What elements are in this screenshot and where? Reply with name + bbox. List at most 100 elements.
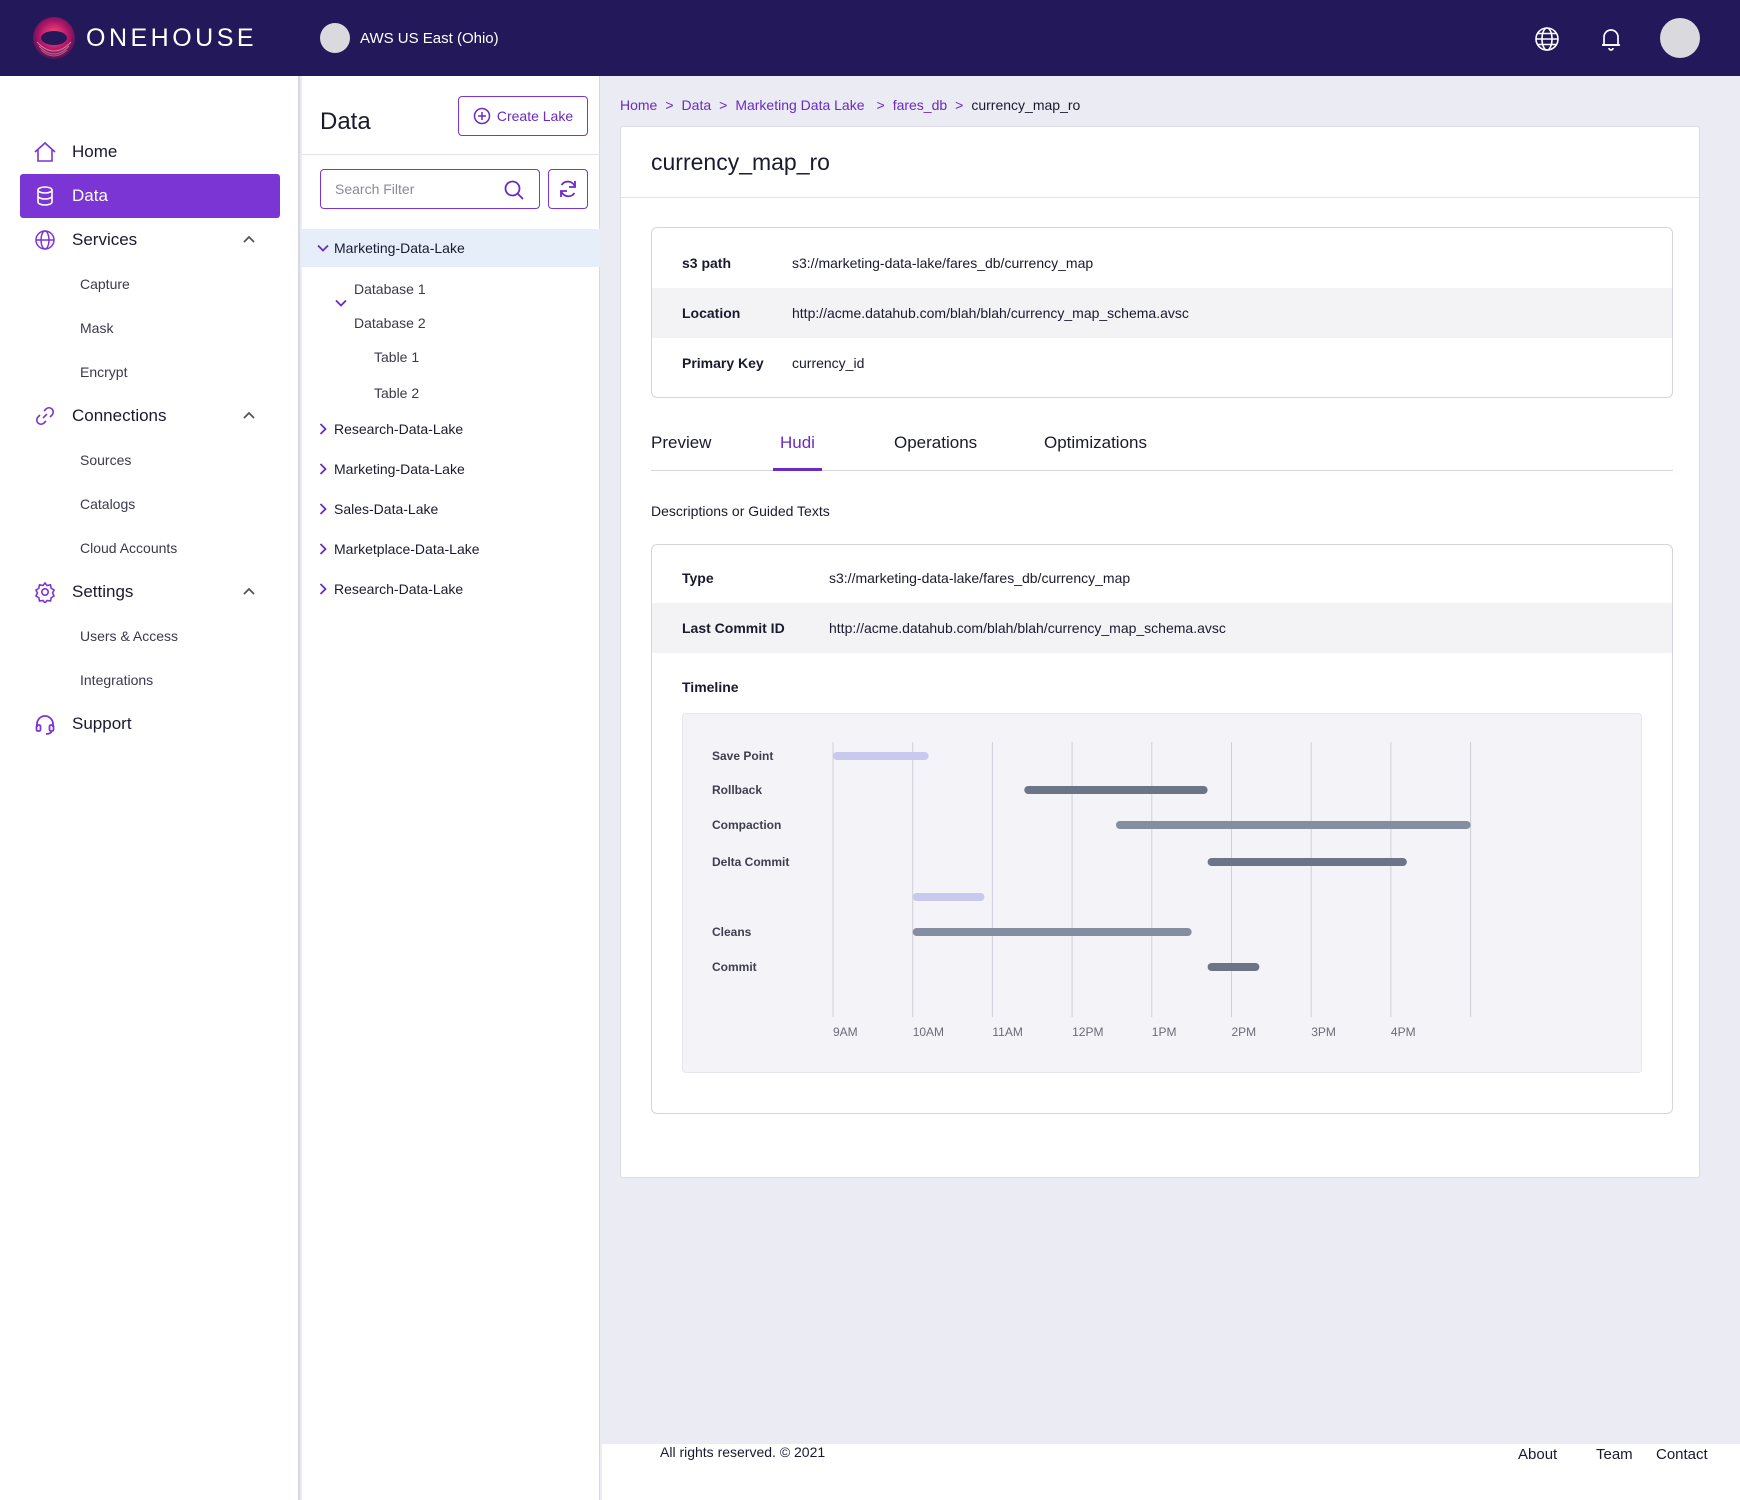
- tree-table-item[interactable]: Table 2: [374, 385, 420, 401]
- region-selector[interactable]: AWS US East (Ohio): [320, 23, 499, 53]
- nav-services[interactable]: Services: [20, 218, 280, 262]
- globe-icon[interactable]: [1534, 26, 1560, 52]
- nav-home-label: Home: [72, 142, 118, 161]
- timeline-chart: 9AM 10AM 11AM 12PM 1PM 2PM 3PM 4PM Save Point Rol…: [682, 713, 1642, 1073]
- tree-lake-label: Sales-Data-Lake: [334, 501, 439, 517]
- breadcrumb-lake[interactable]: Marketing Data Lake: [735, 97, 865, 113]
- copyright-text: All rights reserved. © 2021: [660, 1444, 826, 1460]
- chevron-up-icon[interactable]: [242, 408, 256, 422]
- divider: [302, 154, 600, 155]
- nav-cloud-accounts[interactable]: Cloud Accounts: [80, 540, 178, 556]
- property-value: s3://marketing-data-lake/fares_db/curren…: [792, 255, 1094, 271]
- chevron-right-icon[interactable]: [316, 462, 330, 476]
- footer-link-contact[interactable]: Contact: [1656, 1446, 1708, 1463]
- tab-hudi[interactable]: Hudi: [773, 433, 822, 471]
- nav-mask[interactable]: Mask: [80, 320, 114, 336]
- chart-tick-label: 4PM: [1391, 1025, 1416, 1039]
- chart-row-label: Delta Commit: [712, 855, 789, 869]
- region-label: AWS US East (Ohio): [360, 29, 499, 47]
- nav-catalogs[interactable]: Catalogs: [80, 496, 136, 512]
- nav-services-label: Services: [72, 230, 138, 249]
- chevron-down-icon[interactable]: [316, 241, 330, 255]
- tree-lake-item[interactable]: Marketplace-Data-Lake: [302, 530, 600, 568]
- tree-lake-label: Marketing-Data-Lake: [334, 240, 465, 256]
- chart-row-label: Compaction: [712, 818, 781, 832]
- search-input[interactable]: [335, 181, 495, 197]
- user-avatar[interactable]: [1660, 18, 1700, 58]
- tree-lake-item[interactable]: Sales-Data-Lake: [302, 490, 600, 528]
- nav-data[interactable]: Data: [20, 174, 280, 218]
- brand-name: ONEHOUSE: [86, 23, 258, 52]
- breadcrumb-home[interactable]: Home: [620, 97, 658, 113]
- chevron-right-icon[interactable]: [316, 542, 330, 556]
- top-bar: ONEHOUSE AWS US East (Ohio): [0, 0, 1740, 76]
- tree-database-item[interactable]: Database 2: [354, 315, 426, 331]
- nav-home[interactable]: Home: [20, 130, 280, 174]
- hudi-box: Type s3://marketing-data-lake/fares_db/c…: [651, 544, 1673, 1114]
- panel-title: Data: [320, 108, 371, 135]
- breadcrumb-separator: >: [665, 97, 674, 113]
- divider: [621, 197, 1701, 198]
- onehouse-logo[interactable]: ONEHOUSE: [32, 16, 257, 60]
- tab-operations[interactable]: Operations: [894, 433, 978, 452]
- tab-optimizations[interactable]: Optimizations: [1044, 433, 1147, 452]
- tree-lake-item[interactable]: Marketing-Data-Lake: [302, 229, 600, 267]
- nav-users-access[interactable]: Users & Access: [80, 628, 179, 644]
- bell-icon[interactable]: [1598, 26, 1624, 52]
- search-icon[interactable]: [503, 179, 525, 201]
- tab-preview[interactable]: Preview: [651, 433, 712, 452]
- tree-database-item[interactable]: Database 1: [354, 281, 426, 297]
- breadcrumb-separator: >: [719, 97, 728, 113]
- property-row: Primary Key currency_id: [652, 338, 1672, 388]
- hudi-key: Last Commit ID: [682, 620, 785, 636]
- breadcrumb: Home > Data > Marketing Data Lake > fare…: [620, 97, 1080, 113]
- breadcrumb-separator: >: [876, 97, 885, 113]
- chevron-right-icon[interactable]: [316, 582, 330, 596]
- nav-settings[interactable]: Settings: [20, 570, 280, 614]
- property-key: Primary Key: [682, 355, 764, 371]
- breadcrumb-separator: >: [955, 97, 964, 113]
- region-status-icon: [320, 23, 350, 53]
- hudi-key: Type: [682, 570, 714, 586]
- chevron-right-icon[interactable]: [316, 502, 330, 516]
- footer-link-team[interactable]: Team: [1596, 1446, 1633, 1463]
- nav-connections[interactable]: Connections: [20, 394, 280, 438]
- refresh-button[interactable]: [548, 169, 588, 209]
- breadcrumb-data[interactable]: Data: [681, 97, 712, 113]
- breadcrumb-current: currency_map_ro: [971, 97, 1081, 113]
- property-value: http://acme.datahub.com/blah/blah/curren…: [792, 305, 1189, 321]
- create-lake-button[interactable]: Create Lake: [458, 96, 588, 136]
- nav-encrypt[interactable]: Encrypt: [80, 364, 128, 380]
- chevron-up-icon[interactable]: [242, 232, 256, 246]
- page-title: currency_map_ro: [651, 149, 830, 175]
- chart-tick-label: 2PM: [1232, 1025, 1257, 1039]
- tree-lake-item[interactable]: Marketing-Data-Lake: [302, 450, 600, 488]
- nav-support[interactable]: Support: [20, 702, 280, 746]
- plus-circle-icon: [473, 107, 491, 125]
- chart-row-label: Commit: [712, 960, 757, 974]
- nav-capture[interactable]: Capture: [80, 276, 130, 292]
- tree-lake-item[interactable]: Research-Data-Lake: [302, 410, 600, 448]
- property-row: Location http://acme.datahub.com/blah/bl…: [652, 288, 1672, 338]
- tree-lake-item[interactable]: Research-Data-Lake: [302, 570, 600, 608]
- home-icon: [32, 139, 58, 165]
- chevron-up-icon[interactable]: [242, 584, 256, 598]
- breadcrumb-db[interactable]: fares_db: [892, 97, 948, 113]
- nav-integrations[interactable]: Integrations: [80, 672, 154, 688]
- tab-bar: Preview Hudi Operations Optimizations: [651, 433, 1673, 471]
- sidebar: Home Data Services Capture Mask Encrypt …: [0, 76, 300, 1500]
- chevron-right-icon[interactable]: [316, 422, 330, 436]
- refresh-icon: [560, 180, 576, 198]
- chevron-down-icon[interactable]: [334, 296, 348, 310]
- chart-row-label: Rollback: [712, 783, 762, 797]
- nav-sources[interactable]: Sources: [80, 452, 132, 468]
- chart-tick-label: 9AM: [833, 1025, 858, 1039]
- tree-table-item[interactable]: Table 1: [374, 349, 420, 365]
- footer-link-about[interactable]: About: [1518, 1446, 1558, 1463]
- chart-tick-label: 1PM: [1152, 1025, 1177, 1039]
- tree-lake-label: Research-Data-Lake: [334, 581, 464, 597]
- data-tree-panel: Data Create Lake Marketing-Data-Lake Dat…: [302, 76, 600, 1500]
- gear-icon: [32, 579, 58, 605]
- hudi-value: s3://marketing-data-lake/fares_db/curren…: [829, 570, 1131, 586]
- tree-lake-label: Research-Data-Lake: [334, 421, 464, 437]
